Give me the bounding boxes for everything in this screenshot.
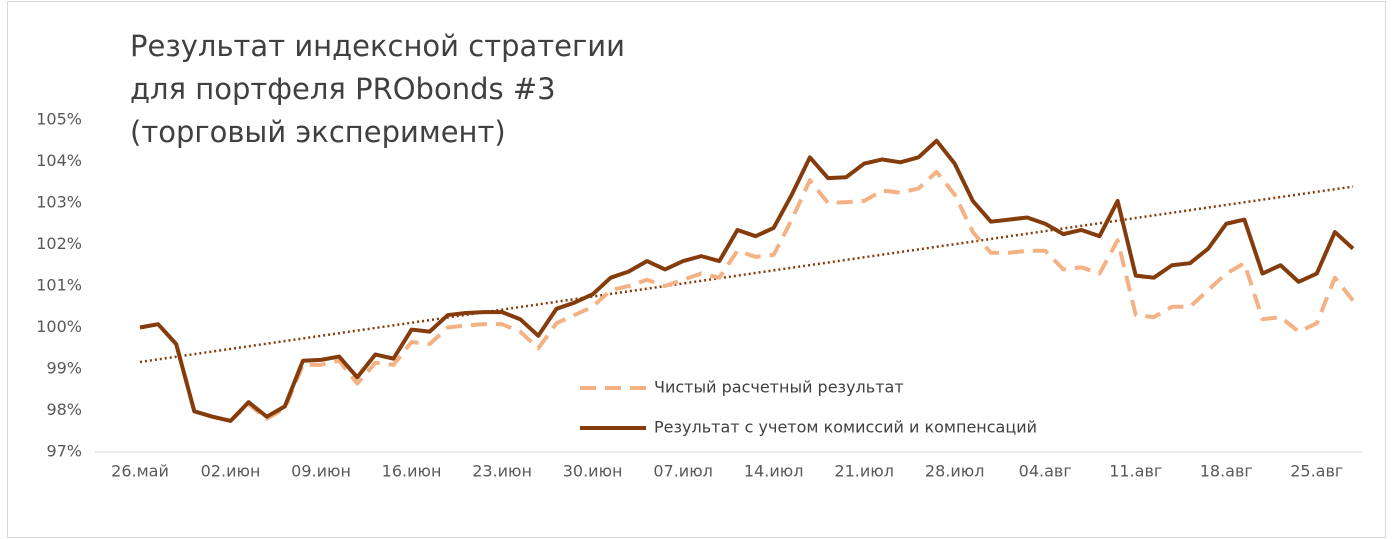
x-tick-label: 14.июл [744,462,804,481]
x-tick-label: 28.июл [925,462,985,481]
series-line [139,169,1355,423]
y-tick-label: 103% [36,193,82,212]
y-tick-label: 101% [36,276,82,295]
legend-label: Результат с учетом комиссий и компенсаци… [654,418,1037,437]
legend-label: Чистый расчетный результат [654,378,904,397]
x-tick-label: 21.июл [834,462,894,481]
y-tick-label: 102% [36,234,82,253]
y-tick-label: 97% [46,442,82,461]
chart-frame [7,1,1386,538]
x-tick-label: 23.июн [472,462,532,481]
chart-title: (торговый эксперимент) [130,115,506,149]
series-line [139,138,1355,423]
x-tick-label: 26.май [111,462,169,481]
x-tick-label: 25.авг [1290,462,1343,481]
y-tick-label: 100% [36,317,82,336]
y-tick-label: 104% [36,151,82,170]
x-tick-label: 18.авг [1200,462,1253,481]
chart-title: Результат индексной стратегии [130,29,625,63]
y-tick-label: 105% [36,110,82,129]
y-tick-label: 99% [46,359,82,378]
legend-box [432,372,1132,444]
chart-title: для портфеля PRObonds #3 [130,72,556,106]
x-tick-label: 04.авг [1019,462,1072,481]
x-tick-label: 09.июн [291,462,351,481]
x-tick-label: 16.июн [382,462,442,481]
x-tick-label: 07.июл [653,462,713,481]
y-tick-label: 98% [46,400,82,419]
x-tick-label: 30.июн [563,462,623,481]
x-tick-label: 11.авг [1109,462,1162,481]
x-tick-label: 02.июн [201,462,261,481]
trendline [139,185,1354,364]
